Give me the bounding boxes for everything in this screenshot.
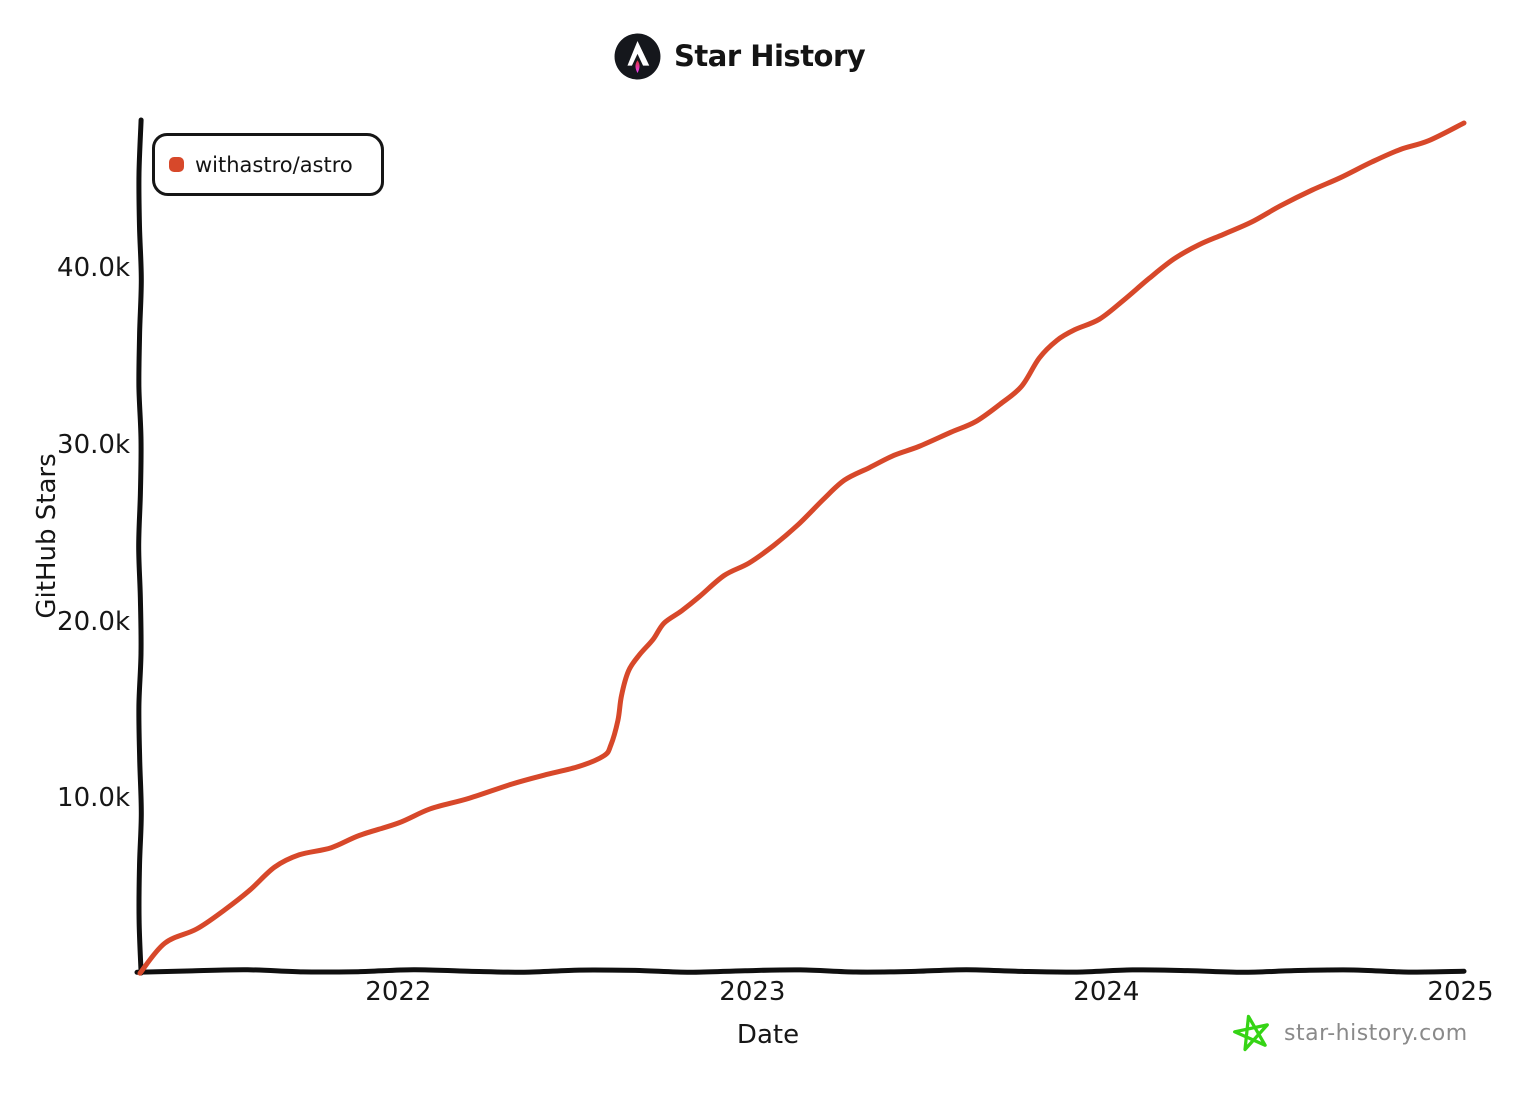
watermark-link[interactable]: star-history.com [1232,1012,1468,1054]
x-tick-label: 2025 [1427,977,1494,1007]
y-axis-title: GitHub Stars [32,453,62,619]
x-tick-label: 2022 [365,977,432,1007]
logo-astro-a [627,40,650,66]
y-tick-label: 40.0k [57,252,130,283]
y-tick-label: 10.0k [57,783,130,814]
star-history-logo-icon [614,33,661,79]
logo-flame [635,59,640,73]
x-axis-title: Date [736,1020,800,1050]
x-axis-line [134,967,1467,975]
legend-item-withastro-astro[interactable]: withastro/astro [152,133,384,196]
watermark-text: star-history.com [1284,1020,1468,1046]
x-tick-label: 2024 [1073,977,1140,1007]
star-icon [1233,1014,1269,1052]
chart-header: Star History [614,32,866,80]
y-tick-label: 20.0k [57,606,130,637]
x-tick-label: 2023 [719,977,786,1007]
legend-series-label: withastro/astro [195,152,353,177]
y-axis-line [136,117,144,976]
logo-circle [614,33,661,79]
page-title: Star History [674,39,866,73]
legend-series-swatch [169,157,184,172]
y-tick-label: 30.0k [57,429,130,460]
series-line-withastro-astro [137,120,1467,976]
